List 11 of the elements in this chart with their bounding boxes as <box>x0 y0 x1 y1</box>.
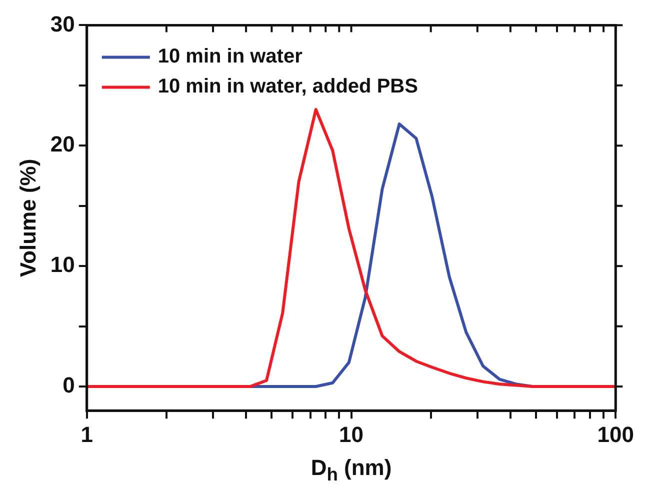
y-tick-label: 30 <box>50 11 75 36</box>
y-axis-title: Volume (%) <box>15 158 40 277</box>
x-axis-title: D$_{h}$ (nm) <box>310 454 392 485</box>
legend-label: 10 min in water, added PBS <box>158 76 418 98</box>
y-tick-label: 0 <box>62 372 75 398</box>
x-tick-label: 100 <box>597 422 634 447</box>
y-tick-label: 10 <box>50 252 75 278</box>
legend-label: 10 min in water <box>158 46 303 68</box>
y-tick-label: 20 <box>50 132 75 157</box>
x-tick-label: 1 <box>80 422 93 447</box>
x-tick-label: 10 <box>339 422 364 447</box>
